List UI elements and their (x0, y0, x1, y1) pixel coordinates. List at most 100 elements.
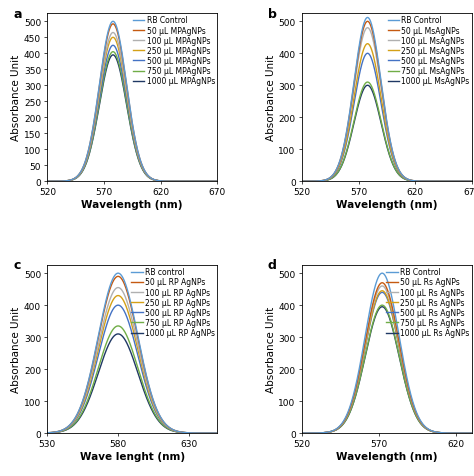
750 μL MsAgNPs (368, 83, 374, 89)
250 μL Rs AgNPs (435, 430, 440, 436)
1000 μL RP AgNPs (113, 332, 119, 337)
1000 μL RP AgNPs (115, 331, 121, 337)
Y-axis label: Absorbance Unit: Absorbance Unit (11, 307, 21, 392)
50 μL MsAgNPs (317, 178, 322, 184)
100 μL MPAgNPs (119, 61, 125, 67)
50 μL Rs AgNPs (299, 430, 305, 436)
1000 μL MsAgNPs (432, 179, 438, 185)
750 μL RP AgNPs (177, 429, 183, 435)
50 μL MPAgNPs (180, 179, 186, 185)
750 μL Rs AgNPs (435, 430, 440, 436)
1000 μL MPAgNPs (161, 179, 167, 185)
100 μL MPAgNPs (180, 179, 186, 185)
500 μL Rs AgNPs (368, 319, 374, 325)
Line: 250 μL RP AgNPs: 250 μL RP AgNPs (47, 296, 217, 433)
100 μL MsAgNPs (469, 179, 474, 185)
100 μL MPAgNPs (45, 179, 50, 185)
RB Control (374, 279, 380, 285)
1000 μL RP AgNPs (45, 430, 50, 436)
250 μL RP AgNPs (119, 296, 125, 302)
250 μL MsAgNPs (317, 178, 322, 184)
Line: 1000 μL MPAgNPs: 1000 μL MPAgNPs (47, 56, 217, 182)
750 μL RP AgNPs (62, 427, 68, 433)
750 μL RP AgNPs (115, 323, 121, 329)
50 μL Rs AgNPs (416, 416, 421, 421)
RB Control (299, 430, 305, 436)
250 μL MPAgNPs (110, 35, 116, 41)
RB Control (365, 16, 370, 21)
500 μL MPAgNPs (113, 47, 119, 53)
RB control (113, 272, 119, 278)
RB control (62, 426, 68, 432)
500 μL MsAgNPs (317, 179, 322, 185)
1000 μL Rs AgNPs (299, 430, 305, 436)
100 μL RP AgNPs (177, 429, 183, 435)
Line: 750 μL Rs AgNPs: 750 μL Rs AgNPs (302, 306, 472, 433)
500 μL MPAgNPs (177, 179, 183, 185)
Legend: RB Control, 50 μL Rs AgNPs, 100 μL Rs AgNPs, 250 μL Rs AgNPs, 500 μL Rs AgNPs, 7: RB Control, 50 μL Rs AgNPs, 100 μL Rs Ag… (383, 265, 473, 340)
50 μL RP AgNPs (113, 275, 119, 280)
1000 μL MsAgNPs (469, 179, 474, 185)
750 μL Rs AgNPs (299, 430, 305, 436)
Y-axis label: Absorbance Unit: Absorbance Unit (265, 55, 276, 141)
50 μL MPAgNPs (110, 22, 116, 28)
750 μL MsAgNPs (299, 179, 305, 185)
RB Control (317, 430, 322, 436)
500 μL MsAgNPs (368, 55, 374, 60)
500 μL Rs AgNPs (379, 290, 385, 296)
Line: RB control: RB control (47, 274, 217, 433)
500 μL MPAgNPs (110, 43, 116, 49)
50 μL MPAgNPs (113, 26, 119, 32)
Line: RB Control: RB Control (302, 274, 472, 433)
RB control (119, 274, 125, 280)
1000 μL Rs AgNPs (374, 311, 380, 317)
250 μL MsAgNPs (299, 179, 305, 185)
100 μL MsAgNPs (374, 58, 380, 63)
100 μL Rs AgNPs (469, 430, 474, 436)
1000 μL RP AgNPs (214, 430, 220, 436)
RB Control (469, 430, 474, 436)
100 μL Rs AgNPs (299, 430, 305, 436)
100 μL Rs AgNPs (435, 429, 440, 435)
50 μL RP AgNPs (119, 278, 125, 283)
750 μL Rs AgNPs (317, 430, 322, 436)
250 μL Rs AgNPs (416, 416, 421, 422)
100 μL RP AgNPs (45, 430, 50, 436)
500 μL RP AgNPs (180, 430, 186, 436)
RB control (177, 429, 183, 435)
250 μL MPAgNPs (45, 179, 50, 185)
X-axis label: Wavelength (nm): Wavelength (nm) (82, 200, 183, 210)
500 μL Rs AgNPs (299, 430, 305, 436)
50 μL RP AgNPs (45, 430, 50, 436)
500 μL MsAgNPs (365, 51, 370, 57)
Line: 500 μL MsAgNPs: 500 μL MsAgNPs (302, 54, 472, 182)
250 μL RP AgNPs (62, 426, 68, 432)
250 μL Rs AgNPs (469, 430, 474, 436)
Line: 250 μL Rs AgNPs: 250 μL Rs AgNPs (302, 291, 472, 433)
50 μL MPAgNPs (119, 55, 125, 60)
500 μL RP AgNPs (177, 429, 183, 435)
250 μL MsAgNPs (432, 179, 438, 185)
750 μL MsAgNPs (365, 80, 370, 86)
1000 μL Rs AgNPs (469, 430, 474, 436)
750 μL MPAgNPs (110, 50, 116, 55)
RB control (115, 271, 121, 277)
250 μL MPAgNPs (62, 178, 68, 184)
750 μL MPAgNPs (214, 179, 220, 185)
750 μL MPAgNPs (161, 179, 167, 185)
Line: 50 μL MPAgNPs: 50 μL MPAgNPs (47, 25, 217, 182)
100 μL MPAgNPs (62, 178, 68, 184)
50 μL MsAgNPs (469, 179, 474, 185)
100 μL Rs AgNPs (374, 291, 380, 297)
250 μL MsAgNPs (469, 179, 474, 185)
RB Control (435, 179, 440, 185)
50 μL RP AgNPs (161, 420, 167, 426)
750 μL Rs AgNPs (379, 303, 385, 308)
Line: 750 μL RP AgNPs: 750 μL RP AgNPs (47, 326, 217, 433)
RB Control (374, 50, 380, 55)
Line: 250 μL MPAgNPs: 250 μL MPAgNPs (47, 38, 217, 182)
500 μL MPAgNPs (62, 178, 68, 184)
Line: 100 μL Rs AgNPs: 100 μL Rs AgNPs (302, 287, 472, 433)
100 μL Rs AgNPs (416, 416, 421, 421)
750 μL RP AgNPs (45, 430, 50, 436)
